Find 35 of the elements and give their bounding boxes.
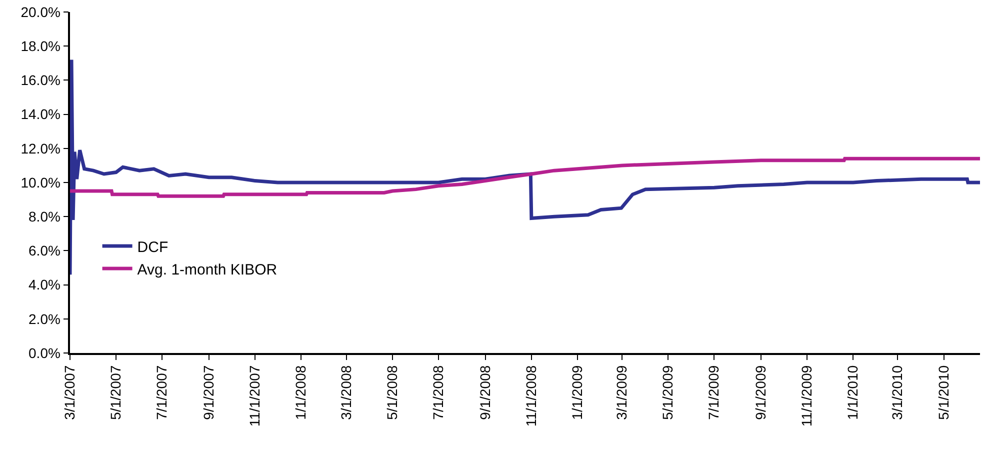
x-tick-label: 7/1/2008 bbox=[430, 365, 446, 420]
y-tick-label: 12.0% bbox=[20, 140, 60, 156]
y-tick-label: 6.0% bbox=[28, 242, 60, 259]
x-tick-label: 5/1/2010 bbox=[935, 365, 952, 420]
x-tick-label: 3/1/2010 bbox=[889, 365, 906, 420]
x-tick-label: 3/1/2008 bbox=[338, 365, 354, 420]
x-tick-label: 11/1/2008 bbox=[522, 365, 539, 427]
x-tick-label: 11/1/2007 bbox=[246, 365, 263, 427]
x-tick-label: 5/1/2007 bbox=[108, 365, 124, 420]
y-tick-label: 14.0% bbox=[20, 106, 60, 122]
x-tick-label: 11/1/2009 bbox=[798, 365, 815, 427]
y-tick-label: 2.0% bbox=[28, 310, 60, 327]
x-tick-label: 1/1/2009 bbox=[569, 365, 586, 420]
y-tick-label: 10.0% bbox=[20, 174, 60, 190]
y-tick-label: 0.0% bbox=[28, 344, 60, 361]
x-tick-label: 9/1/2008 bbox=[476, 365, 493, 420]
y-tick-label: 16.0% bbox=[20, 72, 60, 88]
y-tick-label: 20.0% bbox=[20, 4, 60, 20]
x-tick-label: 1/1/2010 bbox=[844, 365, 861, 420]
line-series bbox=[70, 58, 980, 276]
x-tick-label: 7/1/2009 bbox=[706, 365, 722, 420]
legend-label: Avg. 1-month KIBOR bbox=[137, 261, 278, 278]
y-tick-label: 18.0% bbox=[20, 38, 60, 54]
x-tick-label: 5/1/2008 bbox=[384, 365, 400, 420]
y-tick-label: 4.0% bbox=[28, 276, 60, 293]
line-series bbox=[70, 156, 980, 198]
x-tick-label: 1/1/2008 bbox=[292, 365, 309, 420]
x-tick-label: 9/1/2007 bbox=[200, 365, 216, 420]
x-tick-label: 3/1/2007 bbox=[62, 365, 78, 420]
x-tick-label: 5/1/2009 bbox=[660, 365, 676, 420]
x-tick-label: 9/1/2009 bbox=[752, 365, 769, 420]
x-tick-label: 7/1/2007 bbox=[154, 365, 170, 420]
y-tick-label: 8.0% bbox=[28, 208, 60, 224]
x-tick-label: 3/1/2009 bbox=[614, 365, 630, 420]
legend-label: DCF bbox=[137, 238, 168, 256]
